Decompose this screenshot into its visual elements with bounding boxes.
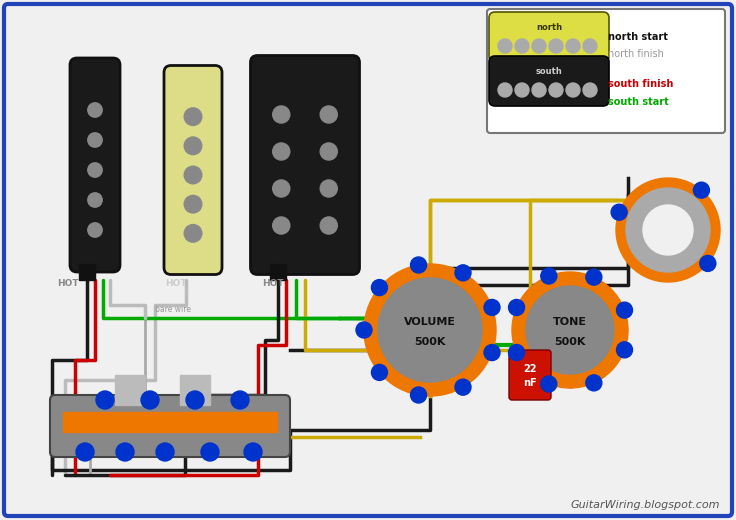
Circle shape [411,257,427,273]
Text: HOT: HOT [165,279,187,288]
Circle shape [364,264,496,396]
Circle shape [583,83,597,97]
Circle shape [617,302,632,318]
Circle shape [96,391,114,409]
Text: north: north [536,23,562,32]
Text: 22: 22 [523,364,537,374]
Circle shape [512,272,628,388]
FancyBboxPatch shape [509,350,551,400]
Circle shape [156,443,174,461]
Circle shape [184,137,202,154]
Circle shape [526,286,614,374]
Circle shape [273,106,290,123]
Circle shape [88,223,102,237]
Circle shape [509,300,525,316]
Circle shape [549,39,563,53]
Circle shape [509,345,525,360]
Circle shape [184,225,202,242]
Circle shape [484,300,500,316]
Bar [115,375,145,405]
Circle shape [320,180,337,197]
Circle shape [498,39,512,53]
Circle shape [76,443,94,461]
Text: TONE: TONE [553,317,587,327]
FancyBboxPatch shape [4,4,732,516]
Circle shape [184,196,202,213]
Circle shape [273,217,290,234]
FancyBboxPatch shape [487,9,725,133]
Text: south start: south start [608,97,669,107]
Circle shape [320,143,337,160]
Circle shape [566,83,580,97]
Circle shape [231,391,249,409]
Circle shape [549,83,563,97]
Circle shape [583,39,597,53]
FancyBboxPatch shape [489,56,609,106]
Circle shape [455,379,471,395]
Circle shape [320,217,337,234]
FancyBboxPatch shape [70,58,120,272]
Circle shape [616,178,720,282]
Circle shape [498,83,512,97]
Circle shape [88,193,102,207]
Circle shape [626,188,710,272]
Text: HOT: HOT [262,279,284,288]
Bar [270,264,286,280]
Circle shape [455,265,471,281]
Circle shape [372,365,387,381]
Circle shape [88,103,102,117]
Bar [79,264,95,280]
Circle shape [184,108,202,125]
Circle shape [201,443,219,461]
Circle shape [244,443,262,461]
Circle shape [693,182,710,198]
Text: nF: nF [523,378,537,388]
Circle shape [273,180,290,197]
Circle shape [411,387,427,403]
Circle shape [116,443,134,461]
Circle shape [141,391,159,409]
Text: north finish: north finish [608,49,664,59]
Circle shape [356,322,372,338]
Text: HOT: HOT [57,279,79,288]
Circle shape [541,268,557,284]
Circle shape [88,133,102,147]
Text: north start: north start [608,32,668,42]
FancyBboxPatch shape [489,12,609,62]
Circle shape [541,376,557,392]
Bar [180,375,210,405]
Circle shape [643,205,693,255]
Text: bare wire: bare wire [155,305,191,315]
Circle shape [532,39,546,53]
FancyBboxPatch shape [164,66,222,275]
Bar [63,412,277,432]
Circle shape [372,280,387,295]
Circle shape [484,345,500,360]
Circle shape [617,342,632,358]
Circle shape [586,375,602,391]
Circle shape [378,278,482,382]
Circle shape [611,204,627,220]
Text: south finish: south finish [608,79,673,89]
FancyBboxPatch shape [250,56,359,275]
Circle shape [566,39,580,53]
Circle shape [515,83,529,97]
FancyBboxPatch shape [50,395,290,457]
Text: 500K: 500K [554,337,586,347]
Circle shape [184,166,202,184]
Circle shape [586,269,602,285]
Circle shape [273,143,290,160]
Text: south: south [536,68,562,76]
Text: GuitarWiring.blogspot.com: GuitarWiring.blogspot.com [570,500,720,510]
Text: 500K: 500K [414,337,446,347]
Circle shape [515,39,529,53]
Circle shape [186,391,204,409]
Circle shape [700,255,716,271]
Circle shape [532,83,546,97]
Circle shape [320,106,337,123]
Circle shape [88,163,102,177]
Text: VOLUME: VOLUME [404,317,456,327]
